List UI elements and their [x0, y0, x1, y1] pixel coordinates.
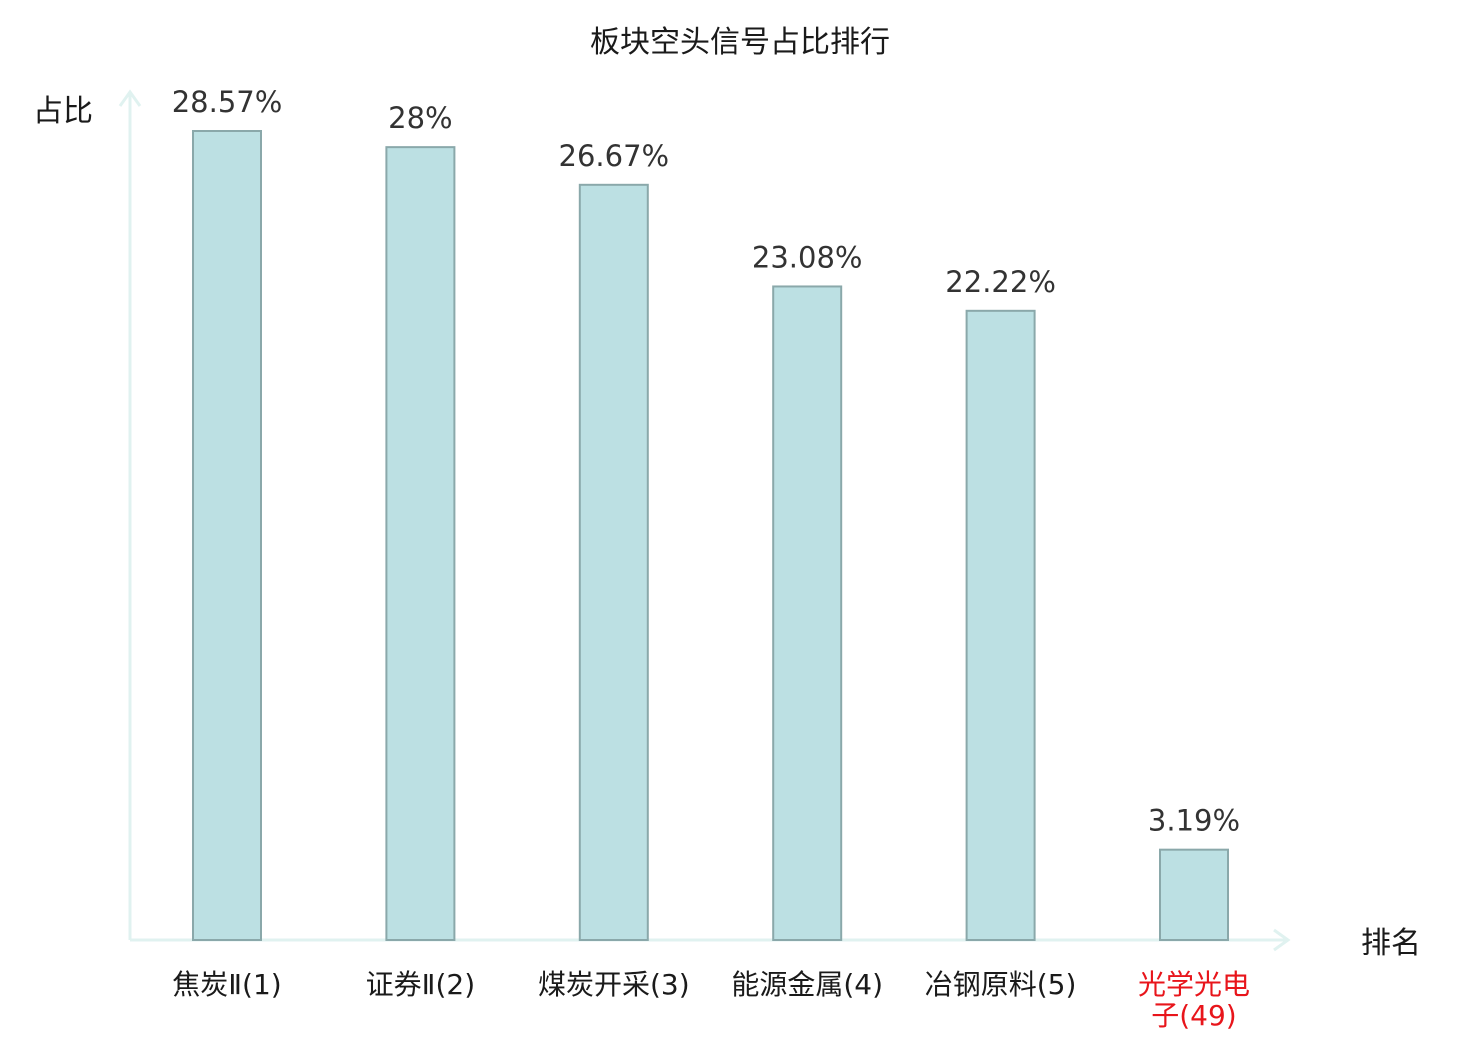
bar-value-label: 28%	[388, 101, 452, 135]
bar-value-label: 26.67%	[559, 139, 670, 173]
x-axis-arrow	[1273, 928, 1291, 952]
category-label: 光学光电	[1138, 968, 1250, 1001]
category-label: 子(49)	[1151, 999, 1236, 1032]
category-label: 证券Ⅱ(2)	[366, 968, 475, 1001]
bar	[965, 309, 1036, 941]
bar-value-label: 22.22%	[945, 265, 1056, 299]
bars-group: 28.57% 焦炭Ⅱ(1) 28% 证券Ⅱ(2) 26.67% 煤炭开采(3) 23.08%…	[172, 85, 1250, 1032]
category-label: 冶钢原料(5)	[925, 968, 1077, 1001]
bar-value-label: 23.08%	[752, 240, 863, 274]
bar-value-label: 3.19%	[1148, 804, 1240, 838]
category-label: 能源金属(4)	[731, 968, 883, 1001]
bar	[385, 146, 456, 941]
x-axis-label: 排名	[1361, 926, 1421, 961]
bar	[578, 183, 649, 941]
category-label: 焦炭Ⅱ(1)	[172, 968, 281, 1001]
bar	[772, 285, 843, 941]
category-label: 煤炭开采(3)	[538, 968, 690, 1001]
chart-title: 板块空头信号占比排行	[590, 25, 890, 60]
y-axis-label: 占比	[33, 94, 93, 129]
bar	[1159, 848, 1229, 942]
bar-value-label: 28.57%	[172, 85, 283, 119]
y-axis-arrow	[118, 89, 142, 107]
bar	[192, 130, 262, 941]
